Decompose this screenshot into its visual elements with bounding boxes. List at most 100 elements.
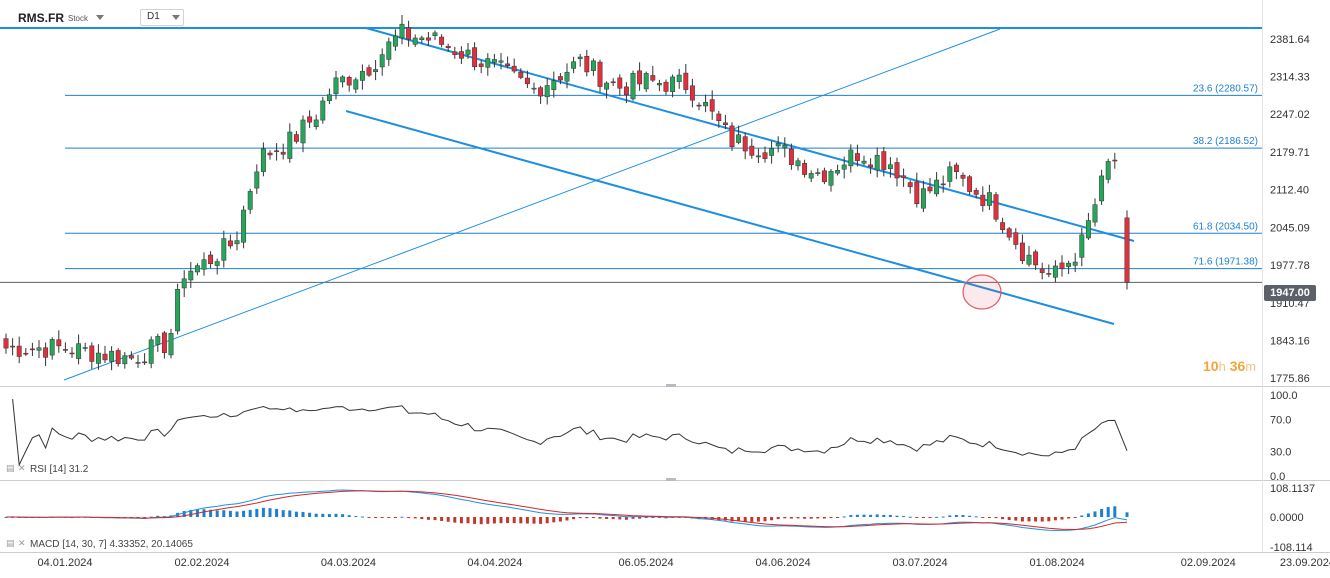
- candle-body: [531, 87, 537, 90]
- fib-level-label: 23.6 (2280.57): [1193, 83, 1258, 94]
- symbol-name: RMS.FR: [18, 11, 64, 25]
- macd-histogram-bar: [730, 517, 734, 522]
- candle-body: [590, 60, 596, 71]
- macd-histogram-bar: [552, 517, 556, 523]
- candle-body: [993, 194, 999, 220]
- candle: [524, 70, 530, 89]
- candle: [742, 132, 748, 160]
- macd-line: [5, 489, 1128, 531]
- macd-histogram-bar: [737, 517, 741, 522]
- candle: [29, 342, 35, 356]
- candle-body: [439, 36, 445, 45]
- macd-histogram-bar: [367, 517, 371, 518]
- candle-body: [353, 79, 359, 90]
- time-axis-tick-label: 04.06.2024: [756, 557, 811, 569]
- candle-body: [571, 61, 577, 69]
- candle-body: [1085, 220, 1091, 239]
- rsi-settings-icon[interactable]: ▤: [6, 463, 15, 473]
- candle-body: [386, 41, 392, 60]
- macd-histogram-bar: [374, 517, 378, 518]
- candle: [260, 142, 266, 177]
- macd-histogram-bar: [446, 517, 450, 522]
- candle-body: [1000, 222, 1006, 230]
- candle: [458, 46, 464, 65]
- candle: [815, 168, 821, 177]
- price-axis-tick-label: 2045.09: [1270, 222, 1310, 234]
- macd-histogram-bar: [1014, 517, 1018, 521]
- macd-histogram-bar: [921, 517, 925, 518]
- candle: [907, 180, 913, 194]
- candle: [729, 122, 735, 151]
- candle: [967, 174, 973, 195]
- macd-histogram-bar: [1060, 517, 1064, 520]
- macd-histogram-bar: [1113, 506, 1117, 517]
- candle: [1112, 152, 1118, 169]
- candle: [610, 78, 616, 86]
- macd-histogram-bar: [572, 517, 576, 520]
- candle-body: [683, 72, 689, 90]
- chart-header: RMS.FR Stock D1: [0, 8, 400, 28]
- candle: [986, 184, 992, 210]
- macd-histogram-bar: [433, 517, 437, 521]
- macd-histogram-bar: [816, 517, 820, 519]
- candle: [960, 172, 966, 187]
- macd-histogram-bar: [1053, 517, 1057, 521]
- candle: [399, 15, 405, 45]
- chevron-down-icon[interactable]: [96, 15, 104, 20]
- candle-body: [62, 349, 68, 351]
- candle: [465, 43, 471, 59]
- macd-histogram-bar: [882, 514, 886, 517]
- candle-body: [188, 270, 194, 281]
- pane-resize-handle[interactable]: [666, 384, 676, 387]
- chevron-down-icon[interactable]: [172, 15, 180, 20]
- candle-body: [392, 35, 398, 47]
- candle-body: [313, 119, 319, 127]
- candle-body: [887, 164, 893, 170]
- candle-body: [425, 37, 431, 41]
- macd-settings-icon[interactable]: ▤: [6, 538, 15, 548]
- rsi-close-icon[interactable]: ✕: [18, 463, 26, 473]
- macd-histogram-bar: [1027, 517, 1031, 522]
- macd-histogram-bar: [723, 517, 727, 521]
- candle: [445, 43, 451, 53]
- macd-axis-tick-label: -108.114: [1270, 542, 1313, 554]
- timeframe-select[interactable]: D1: [140, 9, 184, 26]
- candle-body: [736, 134, 742, 143]
- candle-body: [102, 353, 108, 361]
- highlight-circle: [962, 274, 1002, 310]
- candle-body: [135, 362, 141, 364]
- candle: [10, 338, 16, 356]
- candle-body: [920, 188, 926, 209]
- macd-histogram-bar: [506, 517, 510, 524]
- pane-resize-handle[interactable]: [666, 478, 676, 481]
- macd-histogram-bar: [459, 517, 463, 524]
- candle-body: [23, 352, 29, 355]
- macd-histogram-bar: [875, 514, 879, 517]
- macd-close-icon[interactable]: ✕: [18, 538, 26, 548]
- timeframe-value: D1: [147, 11, 160, 22]
- candle-body: [670, 76, 676, 92]
- candle: [346, 75, 352, 92]
- macd-histogram-bar: [968, 515, 972, 517]
- macd-histogram-bar: [1001, 517, 1005, 520]
- candle: [940, 175, 946, 193]
- macd-histogram-bar: [466, 517, 470, 524]
- macd-histogram-bar: [1106, 507, 1110, 517]
- candle: [683, 63, 689, 94]
- candle: [392, 29, 398, 51]
- candle-body: [802, 163, 808, 175]
- macd-histogram-bar: [644, 517, 648, 519]
- candle: [439, 34, 445, 48]
- candle-body: [458, 51, 464, 59]
- candle: [709, 90, 715, 120]
- candle-body: [1046, 273, 1052, 275]
- candle-body: [1066, 262, 1072, 267]
- candle: [478, 60, 484, 74]
- candle-body: [967, 176, 973, 192]
- candle: [894, 157, 900, 187]
- candle: [927, 178, 933, 194]
- candle-body: [89, 345, 95, 362]
- macd-histogram-bar: [156, 515, 160, 517]
- macd-histogram-bar: [209, 509, 213, 517]
